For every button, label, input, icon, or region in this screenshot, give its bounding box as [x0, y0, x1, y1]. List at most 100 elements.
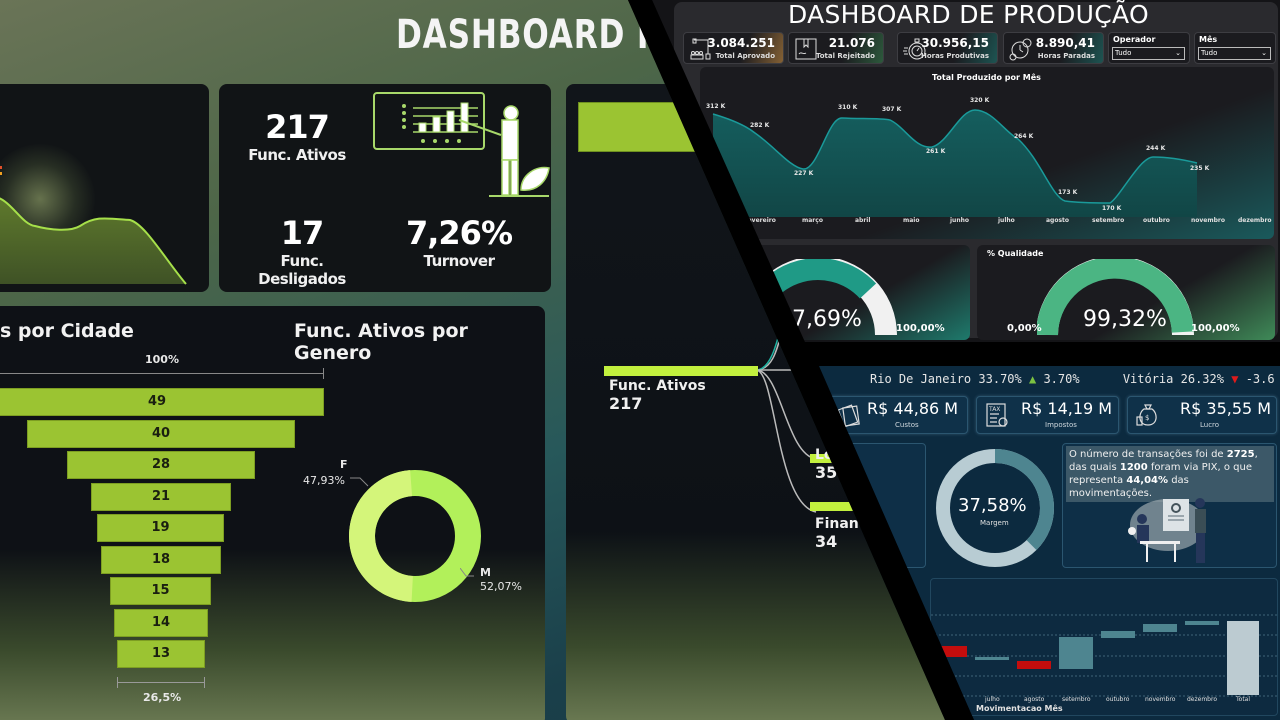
sankey-node-financeiro: Financei 34	[815, 516, 882, 551]
kpi-func-desligados: 17 Func. Desligados	[258, 214, 346, 288]
data-label: 307 K	[882, 106, 902, 113]
kpi-func-ativos: 217 Func. Ativos	[248, 108, 346, 164]
donut-leader-f	[350, 477, 369, 487]
money-bills-icon	[837, 404, 860, 428]
scale-tick	[323, 368, 324, 379]
funnel-bottom-pct: 26,5%	[143, 691, 182, 704]
donut-value-f: 47,93%	[303, 474, 345, 487]
x-tick: agosto	[1024, 696, 1045, 703]
x-tick: agosto	[1046, 217, 1070, 224]
tax-document-icon: TAX	[986, 403, 1008, 427]
funnel-bar[interactable]: 19	[97, 514, 224, 542]
data-label: 170 K	[1102, 205, 1122, 212]
kpi-total-rejeitado: 21.076 Total Rejeitado	[788, 32, 884, 64]
x-tick: fevereiro	[745, 217, 776, 224]
rh-area-chart-card	[0, 84, 209, 292]
data-label: 244 K	[1146, 145, 1166, 152]
funnel-top-pct: 100%	[145, 353, 179, 366]
rh-dashboard-title: DASHBOARD RH	[396, 12, 689, 58]
clock-pause-icon	[1009, 38, 1032, 61]
data-label: 227 K	[794, 170, 814, 177]
arrow-down-icon: ▼	[1231, 372, 1239, 386]
data-label: 312 K	[706, 103, 726, 110]
donut-label-m: M	[480, 566, 491, 579]
kpi-horas-produtivas: 30.956,15 Horas Produtivas	[897, 32, 998, 64]
gauge-min: 0,00%	[1007, 323, 1042, 334]
x-tick: Total	[1236, 696, 1251, 703]
data-label: 264 K	[1014, 133, 1034, 140]
rh-charts-card: s por Cidade Func. Ativos por Genero 100…	[0, 306, 545, 720]
filter-operador: Operador Tudo ⌄	[1108, 32, 1190, 64]
gauge-max: 100,00%	[1191, 323, 1240, 334]
genero-chart-title: Func. Ativos por Genero	[294, 320, 468, 364]
rh-kpi-card: 217 Func. Ativos 17 Func. Desligados 7,2…	[219, 84, 551, 292]
operador-dropdown[interactable]: Tudo ⌄	[1112, 47, 1185, 60]
funnel-bar[interactable]: 21	[91, 483, 231, 511]
gender-donut-chart[interactable]	[345, 466, 485, 606]
funnel-bar[interactable]: 49	[0, 388, 324, 416]
x-tick: julho	[998, 217, 1015, 224]
kpi-lucro: $ R$ 35,55 M Lucro	[1127, 396, 1277, 434]
svg-text:TAX: TAX	[988, 406, 1000, 413]
city-ticker: Rio De Janeiro 33.70% ▲ 3.70% Vitória 26…	[870, 372, 1275, 386]
funnel-bar[interactable]: 13	[117, 640, 205, 668]
donut-value-m: 52,07%	[480, 580, 522, 593]
chevron-down-icon: ⌄	[1261, 49, 1267, 57]
data-label: 173 K	[1058, 189, 1078, 196]
donut-leader-m	[460, 568, 474, 577]
money-bag-icon: $	[1136, 404, 1157, 426]
x-tick: setembro	[1062, 696, 1091, 703]
total-produzido-area-chart[interactable]	[700, 67, 1274, 239]
x-tick: dezembro	[1238, 217, 1272, 224]
gauge-value: 99,32%	[1083, 307, 1167, 332]
x-tick: outubro	[1106, 696, 1130, 703]
kpi-horas-paradas: 8.890,41 Horas Paradas	[1003, 32, 1104, 64]
waterfall-card	[930, 578, 1279, 717]
kpi-turnover: 7,26% Turnover	[405, 214, 513, 270]
funnel-bar[interactable]: 15	[110, 577, 211, 605]
gauge-qualidade[interactable]	[1037, 259, 1197, 339]
data-label: 282 K	[750, 122, 770, 129]
x-tick: junho	[950, 217, 969, 224]
kpi-custos: R$ 44,86 M Custos	[828, 396, 968, 434]
cidade-chart-title: s por Cidade	[0, 320, 134, 342]
arrow-up-icon: ▲	[1028, 372, 1037, 386]
sankey-node-bar[interactable]	[810, 502, 870, 511]
funnel-bottom-scale	[117, 682, 205, 683]
funnel-bar[interactable]: 28	[67, 451, 255, 479]
x-tick: maio	[903, 217, 920, 224]
x-tick: setembro	[1092, 217, 1125, 224]
data-label: 320 K	[970, 97, 990, 104]
chevron-down-icon: ⌄	[1175, 49, 1181, 57]
sankey-node-log: Log 35	[815, 447, 844, 482]
producao-title: DASHBOARD DE PRODUÇÃO	[788, 0, 1149, 29]
total-produzido-title: Total Produzido por Mês	[932, 73, 1041, 82]
waterfall-chart[interactable]	[931, 579, 1279, 717]
sankey-root-label: Func. Ativos 217	[609, 378, 706, 413]
waterfall-axis-label: Movimentacao Mês	[976, 704, 1063, 713]
transacoes-note: O número de transações foi de 2725, das …	[1066, 446, 1274, 502]
meeting-illustration-icon	[1128, 498, 1206, 563]
funnel-bar[interactable]: 40	[27, 420, 295, 448]
gauge-max: 100,00%	[896, 323, 945, 334]
mes-dropdown[interactable]: Tudo ⌄	[1198, 47, 1271, 60]
presentation-illustration-icon	[373, 92, 550, 197]
data-label: 310 K	[838, 104, 858, 111]
funnel-bar[interactable]: 14	[114, 609, 208, 637]
x-tick: julho	[985, 696, 1000, 703]
rh-area-chart	[0, 166, 187, 285]
x-tick: dezembro	[1187, 696, 1217, 703]
x-tick: outubro	[1143, 217, 1170, 224]
donut-label-f: F	[340, 458, 348, 471]
scale-tick	[204, 677, 205, 688]
svg-text:$: $	[1145, 414, 1149, 422]
margem-label: Margem	[980, 519, 1009, 527]
sankey-root-bar[interactable]	[604, 366, 758, 376]
kpi-impostos: TAX R$ 14,19 M Impostos	[976, 396, 1119, 434]
funnel-bar[interactable]: 18	[101, 546, 221, 574]
margem-value: 37,58%	[958, 495, 1027, 516]
x-tick: novembro	[1145, 696, 1176, 703]
x-tick: março	[802, 217, 823, 224]
gauge-title: % Qualidade	[987, 249, 1044, 258]
funnel-top-scale	[0, 373, 324, 374]
